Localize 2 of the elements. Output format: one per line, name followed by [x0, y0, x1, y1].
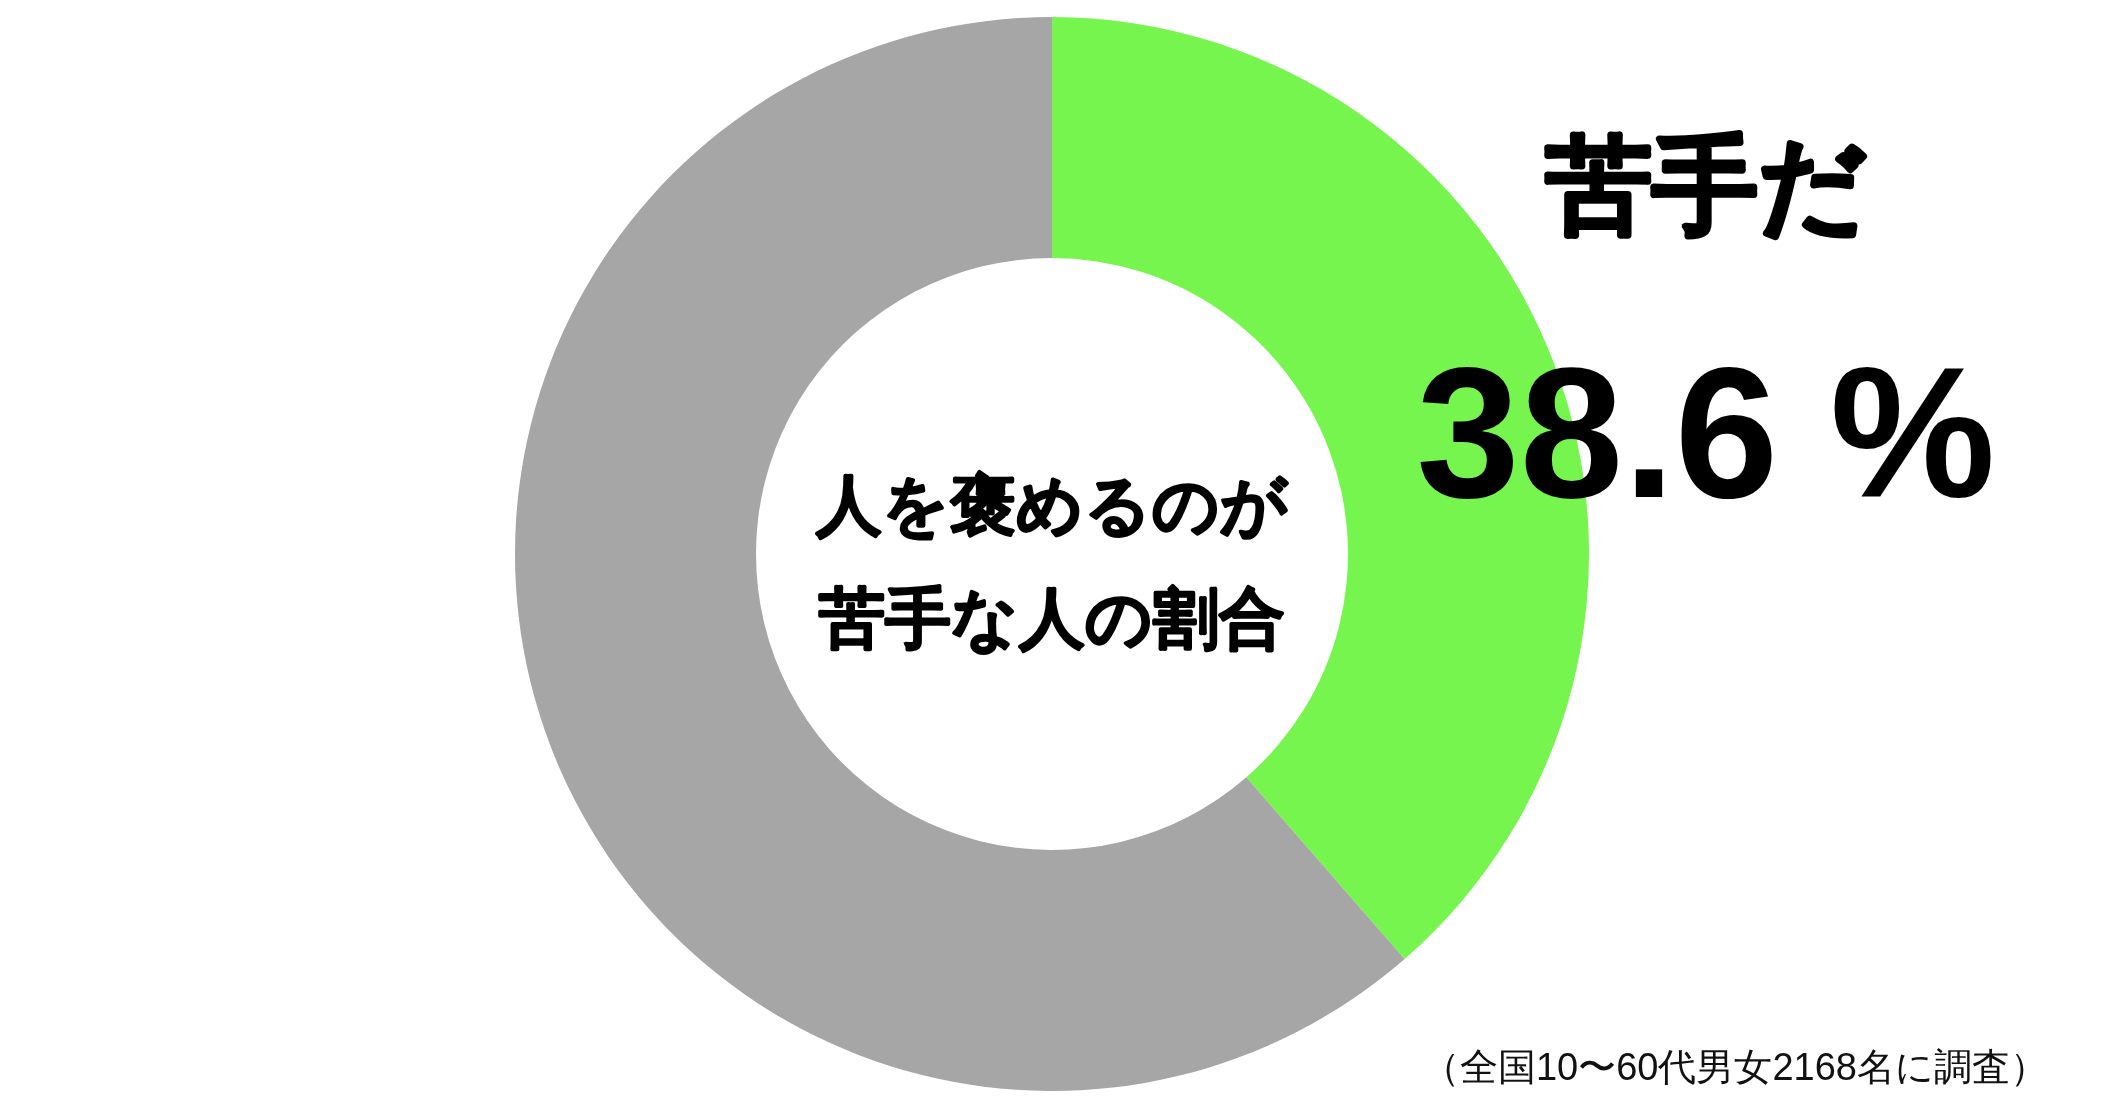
- title: 人を褒めるのが苦手な人の割合: [816, 467, 1288, 655]
- annotation: （全国10〜60代男女2168名に調査）: [1421, 1046, 2048, 1088]
